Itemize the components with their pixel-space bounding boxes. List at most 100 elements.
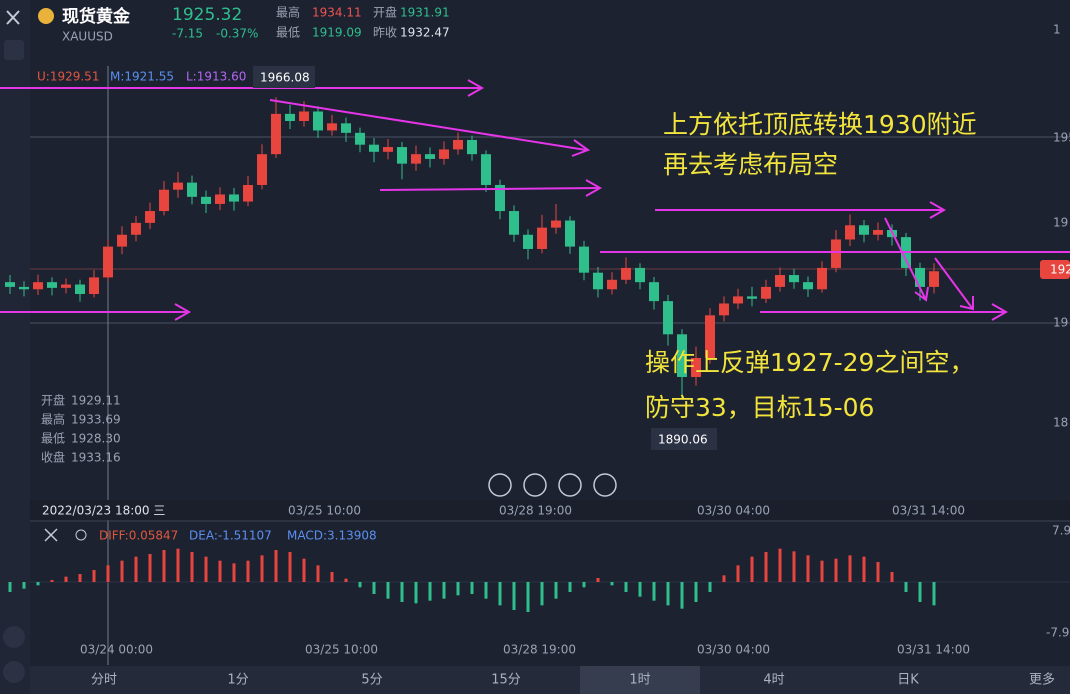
macd-bar xyxy=(288,552,292,582)
candle-body xyxy=(145,211,155,223)
macd-bar xyxy=(680,582,684,609)
change-pct: -0.37% xyxy=(216,27,258,41)
tabs: 分时 1分 5分 15分 1时 4时 日K 更多 xyxy=(91,672,1055,688)
macd-bar xyxy=(92,570,96,582)
candle-body xyxy=(61,284,71,288)
stat-label: 最低 xyxy=(276,26,300,40)
zoom-out[interactable] xyxy=(488,473,512,497)
macd-close[interactable] xyxy=(44,528,58,542)
macd-histogram xyxy=(8,548,936,612)
macd-bar xyxy=(750,556,754,582)
candle-body xyxy=(47,282,57,288)
stat-value: 1934.11 xyxy=(312,6,362,20)
stat-label: 昨收 xyxy=(373,26,397,40)
pen-icon[interactable] xyxy=(3,626,25,648)
time-label: 03/25 10:00 xyxy=(288,504,361,518)
info-value: 1933.16 xyxy=(71,451,121,465)
gold-icon xyxy=(38,8,54,24)
stat-label: 开盘 xyxy=(373,5,397,20)
macd-bar xyxy=(470,582,474,594)
candle-body xyxy=(89,277,99,295)
tab[interactable]: 分时 xyxy=(91,673,117,688)
candle-body xyxy=(187,182,197,197)
candle-body xyxy=(635,267,645,283)
candle-body xyxy=(5,282,15,287)
time-label: 2022/03/23 18:00 三 xyxy=(42,504,165,518)
price-tag xyxy=(1040,260,1070,279)
close-icon[interactable] xyxy=(6,10,20,25)
tab[interactable]: 4时 xyxy=(763,673,784,688)
macd-bar xyxy=(596,578,600,582)
candle-body xyxy=(621,267,631,280)
tab[interactable]: 1分 xyxy=(227,673,248,688)
candle-body xyxy=(817,267,827,290)
candle-body xyxy=(579,246,589,273)
macd-bar xyxy=(358,582,362,588)
stat-value: 1919.09 xyxy=(312,26,362,40)
symbol[interactable]: 现货黄金 xyxy=(62,6,131,27)
macd-bar xyxy=(274,550,278,582)
candle-body xyxy=(495,184,505,212)
macd-bar xyxy=(876,562,880,582)
tab[interactable]: 日K xyxy=(897,673,919,688)
annotation: 上方依托顶底转换1930附近 xyxy=(663,110,977,139)
candle-body xyxy=(453,139,463,150)
tab[interactable]: 1时 xyxy=(629,673,650,688)
candle-body xyxy=(117,234,127,247)
macd-bar xyxy=(582,582,586,588)
macd-settings[interactable] xyxy=(75,529,87,541)
ohlc-info: 开盘 1929.11 最高 1933.69 最低 1928.30 收盘 1933.16 xyxy=(41,393,121,465)
ruler-icon[interactable] xyxy=(4,40,24,60)
candle-body xyxy=(467,139,477,155)
candle-body xyxy=(719,303,729,316)
stat-label: 最高 xyxy=(276,5,300,20)
candle-body xyxy=(705,315,715,359)
tab[interactable]: 15分 xyxy=(491,673,521,688)
candle-body xyxy=(299,111,309,121)
step-back[interactable] xyxy=(523,473,547,497)
macd-time-label: 03/31 14:00 xyxy=(897,643,970,657)
tab[interactable]: 5分 xyxy=(361,673,382,688)
info-label: 开盘 xyxy=(41,393,65,408)
macd-bar xyxy=(316,565,320,582)
step-forward[interactable] xyxy=(558,473,582,497)
candle-body xyxy=(551,220,561,228)
info-value: 1928.30 xyxy=(71,432,121,446)
macd-bar xyxy=(414,582,418,604)
candle-body xyxy=(607,279,617,290)
change: -7.15 xyxy=(172,27,203,41)
macd-bar xyxy=(78,574,82,582)
macd-bar xyxy=(526,582,530,612)
macd-bar xyxy=(918,582,922,602)
candle-body xyxy=(243,184,253,202)
macd-bar xyxy=(106,565,110,582)
candle-body xyxy=(523,234,533,249)
macd-bar xyxy=(344,578,348,582)
low-label: 1890.06 xyxy=(658,433,708,447)
candle-body xyxy=(131,222,141,235)
macd-bar xyxy=(120,560,124,582)
macd-bar xyxy=(64,576,68,582)
macd-bar xyxy=(36,582,40,586)
toolbar xyxy=(0,0,30,694)
macd-bar xyxy=(820,560,824,582)
candle-body xyxy=(33,282,43,290)
candle-body xyxy=(691,358,701,377)
candle-body xyxy=(649,282,659,302)
zoom-in[interactable] xyxy=(593,473,617,497)
code: XAUUSD xyxy=(62,30,113,44)
candle-body xyxy=(355,132,365,145)
tab[interactable]: 更多 xyxy=(1029,672,1055,688)
macd-bar xyxy=(22,582,26,589)
magnet-icon[interactable] xyxy=(3,661,25,683)
macd-bar xyxy=(190,552,194,582)
macd-bar xyxy=(428,582,432,601)
candle-body xyxy=(663,301,673,335)
macd-bar xyxy=(400,582,404,602)
macd-bar xyxy=(442,582,446,599)
macd-axis-label: -7.9 xyxy=(1046,626,1069,640)
price-axis-label: 19 xyxy=(1053,216,1068,230)
macd-bar xyxy=(540,582,544,606)
